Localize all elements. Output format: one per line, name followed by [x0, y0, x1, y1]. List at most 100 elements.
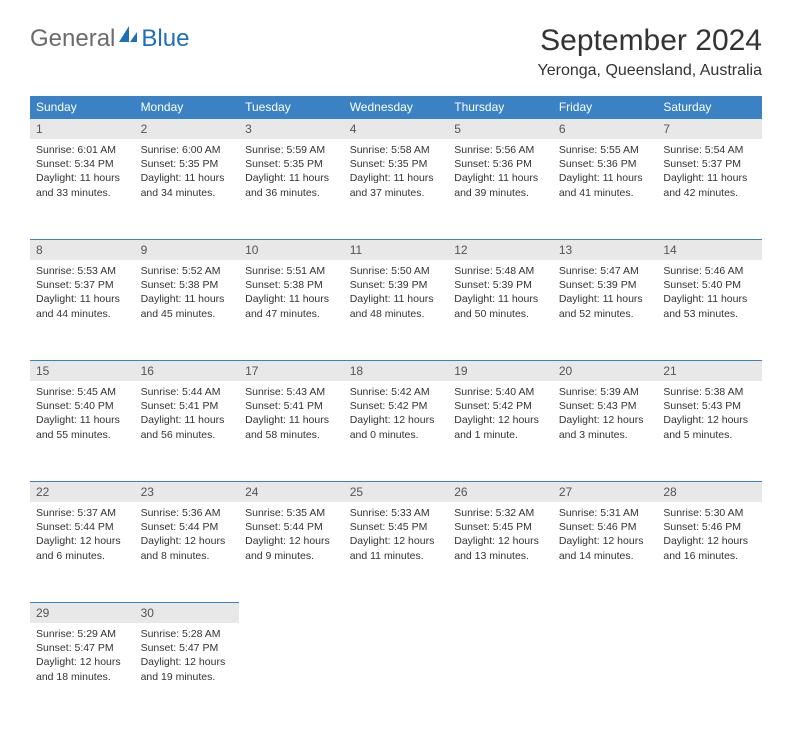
daylight-text: Daylight: 11 hours and 36 minutes.: [245, 171, 338, 199]
daylight-text: Daylight: 12 hours and 19 minutes.: [141, 655, 234, 683]
sunrise-text: Sunrise: 5:33 AM: [350, 506, 443, 520]
sunset-text: Sunset: 5:43 PM: [559, 399, 652, 413]
sunrise-text: Sunrise: 5:43 AM: [245, 385, 338, 399]
day-content-row: Sunrise: 5:29 AMSunset: 5:47 PMDaylight:…: [30, 623, 762, 723]
sunrise-text: Sunrise: 6:01 AM: [36, 143, 129, 157]
day-content-cell: Sunrise: 5:38 AMSunset: 5:43 PMDaylight:…: [657, 381, 762, 482]
sunrise-text: Sunrise: 5:30 AM: [663, 506, 756, 520]
day-content-cell: Sunrise: 5:46 AMSunset: 5:40 PMDaylight:…: [657, 260, 762, 361]
sunset-text: Sunset: 5:44 PM: [36, 520, 129, 534]
day-number-cell: 25: [344, 482, 449, 503]
day-number-row: 1234567: [30, 119, 762, 140]
daylight-text: Daylight: 12 hours and 0 minutes.: [350, 413, 443, 441]
day-content-cell: Sunrise: 5:50 AMSunset: 5:39 PMDaylight:…: [344, 260, 449, 361]
day-content-cell: Sunrise: 5:29 AMSunset: 5:47 PMDaylight:…: [30, 623, 135, 723]
weekday-header-row: Sunday Monday Tuesday Wednesday Thursday…: [30, 96, 762, 119]
day-number-cell: 19: [448, 361, 553, 382]
sunrise-text: Sunrise: 5:38 AM: [663, 385, 756, 399]
sunset-text: Sunset: 5:38 PM: [245, 278, 338, 292]
day-number-cell: 26: [448, 482, 553, 503]
sail-icon: [117, 24, 139, 53]
daylight-text: Daylight: 11 hours and 41 minutes.: [559, 171, 652, 199]
day-content-cell: Sunrise: 5:32 AMSunset: 5:45 PMDaylight:…: [448, 502, 553, 603]
daylight-text: Daylight: 12 hours and 14 minutes.: [559, 534, 652, 562]
sunrise-text: Sunrise: 5:58 AM: [350, 143, 443, 157]
day-content-cell: Sunrise: 5:55 AMSunset: 5:36 PMDaylight:…: [553, 139, 658, 240]
day-content-cell: Sunrise: 5:56 AMSunset: 5:36 PMDaylight:…: [448, 139, 553, 240]
sunrise-text: Sunrise: 5:53 AM: [36, 264, 129, 278]
brand-part1: General: [30, 25, 115, 53]
weekday-header: Thursday: [448, 96, 553, 119]
brand-part2: Blue: [141, 25, 189, 53]
daylight-text: Daylight: 12 hours and 16 minutes.: [663, 534, 756, 562]
day-number-cell: 23: [135, 482, 240, 503]
sunset-text: Sunset: 5:37 PM: [36, 278, 129, 292]
sunrise-text: Sunrise: 5:54 AM: [663, 143, 756, 157]
sunrise-text: Sunrise: 5:32 AM: [454, 506, 547, 520]
day-number-row: 2930: [30, 603, 762, 624]
sunset-text: Sunset: 5:42 PM: [454, 399, 547, 413]
day-content-cell: Sunrise: 5:53 AMSunset: 5:37 PMDaylight:…: [30, 260, 135, 361]
daylight-text: Daylight: 12 hours and 11 minutes.: [350, 534, 443, 562]
day-content-cell: Sunrise: 5:40 AMSunset: 5:42 PMDaylight:…: [448, 381, 553, 482]
sunrise-text: Sunrise: 5:45 AM: [36, 385, 129, 399]
sunset-text: Sunset: 5:45 PM: [454, 520, 547, 534]
day-number-cell: 16: [135, 361, 240, 382]
daylight-text: Daylight: 11 hours and 52 minutes.: [559, 292, 652, 320]
sunrise-text: Sunrise: 5:29 AM: [36, 627, 129, 641]
sunset-text: Sunset: 5:46 PM: [559, 520, 652, 534]
day-number-cell: 21: [657, 361, 762, 382]
sunrise-text: Sunrise: 5:59 AM: [245, 143, 338, 157]
daylight-text: Daylight: 12 hours and 1 minute.: [454, 413, 547, 441]
day-content-cell: Sunrise: 5:42 AMSunset: 5:42 PMDaylight:…: [344, 381, 449, 482]
day-content-cell: [657, 623, 762, 723]
day-content-row: Sunrise: 5:37 AMSunset: 5:44 PMDaylight:…: [30, 502, 762, 603]
daylight-text: Daylight: 11 hours and 53 minutes.: [663, 292, 756, 320]
sunset-text: Sunset: 5:43 PM: [663, 399, 756, 413]
sunrise-text: Sunrise: 5:51 AM: [245, 264, 338, 278]
sunrise-text: Sunrise: 5:46 AM: [663, 264, 756, 278]
sunrise-text: Sunrise: 5:31 AM: [559, 506, 652, 520]
title-block: September 2024 Yeronga, Queensland, Aust…: [538, 24, 762, 80]
day-content-cell: Sunrise: 5:30 AMSunset: 5:46 PMDaylight:…: [657, 502, 762, 603]
day-number-cell: 18: [344, 361, 449, 382]
sunrise-text: Sunrise: 5:37 AM: [36, 506, 129, 520]
sunrise-text: Sunrise: 5:44 AM: [141, 385, 234, 399]
day-number-cell: 29: [30, 603, 135, 624]
day-number-cell: 28: [657, 482, 762, 503]
sunset-text: Sunset: 5:41 PM: [141, 399, 234, 413]
weekday-header: Friday: [553, 96, 658, 119]
day-content-cell: [344, 623, 449, 723]
sunset-text: Sunset: 5:42 PM: [350, 399, 443, 413]
sunset-text: Sunset: 5:40 PM: [36, 399, 129, 413]
day-content-cell: Sunrise: 5:33 AMSunset: 5:45 PMDaylight:…: [344, 502, 449, 603]
sunset-text: Sunset: 5:44 PM: [245, 520, 338, 534]
daylight-text: Daylight: 11 hours and 44 minutes.: [36, 292, 129, 320]
day-content-cell: Sunrise: 5:31 AMSunset: 5:46 PMDaylight:…: [553, 502, 658, 603]
day-number-cell: 12: [448, 240, 553, 261]
weekday-header: Sunday: [30, 96, 135, 119]
location-text: Yeronga, Queensland, Australia: [538, 62, 762, 80]
day-number-cell: 13: [553, 240, 658, 261]
day-number-cell: 20: [553, 361, 658, 382]
daylight-text: Daylight: 12 hours and 18 minutes.: [36, 655, 129, 683]
day-content-cell: Sunrise: 5:59 AMSunset: 5:35 PMDaylight:…: [239, 139, 344, 240]
day-number-cell: [344, 603, 449, 624]
day-number-cell: 1: [30, 119, 135, 140]
daylight-text: Daylight: 12 hours and 3 minutes.: [559, 413, 652, 441]
day-number-cell: 9: [135, 240, 240, 261]
daylight-text: Daylight: 11 hours and 33 minutes.: [36, 171, 129, 199]
day-number-cell: 14: [657, 240, 762, 261]
page-header: General Blue September 2024 Yeronga, Que…: [30, 24, 762, 80]
day-content-cell: Sunrise: 5:28 AMSunset: 5:47 PMDaylight:…: [135, 623, 240, 723]
sunset-text: Sunset: 5:45 PM: [350, 520, 443, 534]
day-number-cell: 5: [448, 119, 553, 140]
day-number-cell: 7: [657, 119, 762, 140]
sunrise-text: Sunrise: 5:47 AM: [559, 264, 652, 278]
day-content-cell: Sunrise: 5:44 AMSunset: 5:41 PMDaylight:…: [135, 381, 240, 482]
daylight-text: Daylight: 12 hours and 8 minutes.: [141, 534, 234, 562]
daylight-text: Daylight: 11 hours and 42 minutes.: [663, 171, 756, 199]
day-content-cell: Sunrise: 5:58 AMSunset: 5:35 PMDaylight:…: [344, 139, 449, 240]
daylight-text: Daylight: 11 hours and 39 minutes.: [454, 171, 547, 199]
sunrise-text: Sunrise: 5:36 AM: [141, 506, 234, 520]
